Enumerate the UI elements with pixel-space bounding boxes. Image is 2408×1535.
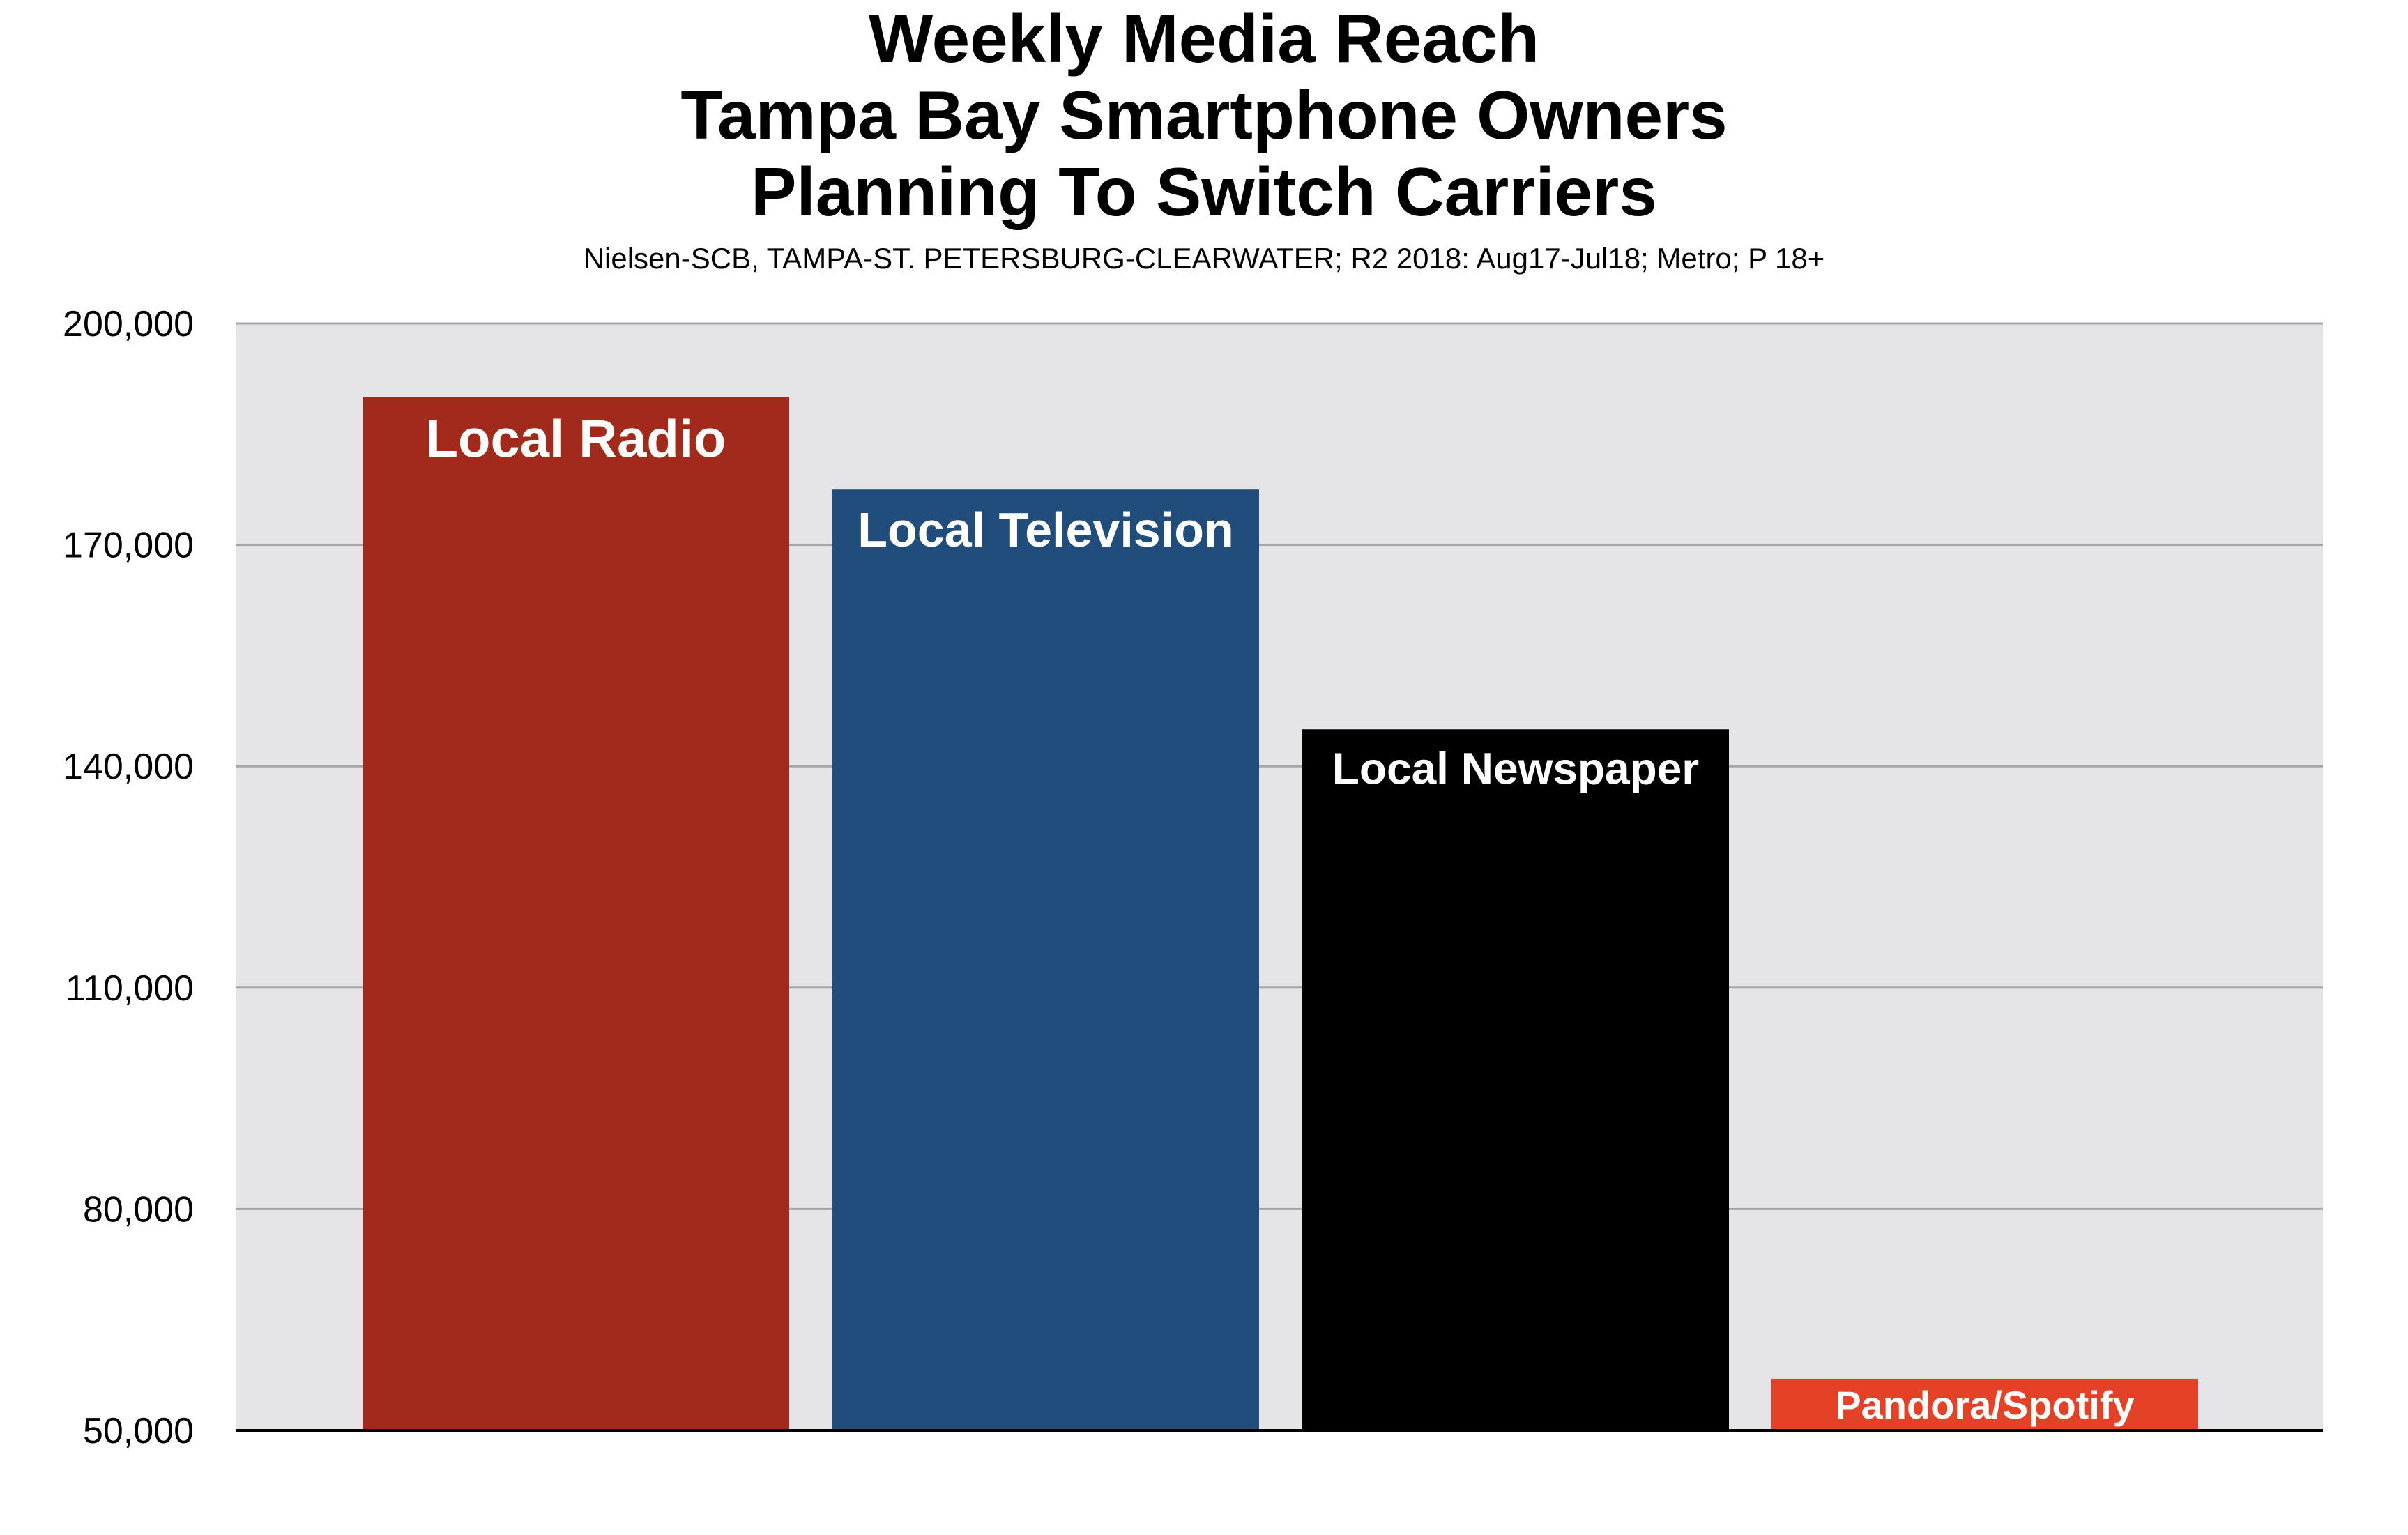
bars-layer (363, 397, 2198, 1431)
y-tick-label: 50,000 (83, 1411, 194, 1451)
bar (363, 397, 789, 1430)
chart-title-line-1: Weekly Media Reach (868, 0, 1540, 77)
bar-label: Local Radio (426, 409, 726, 468)
chart-title-line-3: Planning To Switch Carriers (751, 153, 1657, 230)
axis-layer: 50,000 80,000 110,000 140,000 170,000 200,000 (63, 304, 2323, 1451)
bar (832, 489, 1259, 1431)
chart-title-block: Weekly Media Reach Tampa Bay Smartphone … (0, 0, 2408, 276)
bar-label: Local Television (858, 503, 1233, 557)
bar (1771, 1378, 2198, 1430)
y-tick-label: 80,000 (83, 1189, 194, 1230)
bar-label: Pandora/Spotify (1835, 1383, 2134, 1427)
chart-title-line-2: Tampa Bay Smartphone Owners (680, 77, 1728, 153)
bar-labels-layer: Local Radio Local Television Local Newspap… (426, 409, 2135, 1427)
y-tick-label: 110,000 (66, 968, 194, 1009)
y-tick-label: 170,000 (63, 526, 194, 566)
bar (1302, 729, 1729, 1430)
y-tick-label: 200,000 (63, 304, 194, 344)
chart-subtitle: Nielsen-SCB, TAMPA-ST. PETERSBURG-CLEARW… (583, 242, 1825, 275)
bar-label: Local Newspaper (1332, 744, 1699, 794)
y-tick-label: 140,000 (63, 747, 194, 787)
